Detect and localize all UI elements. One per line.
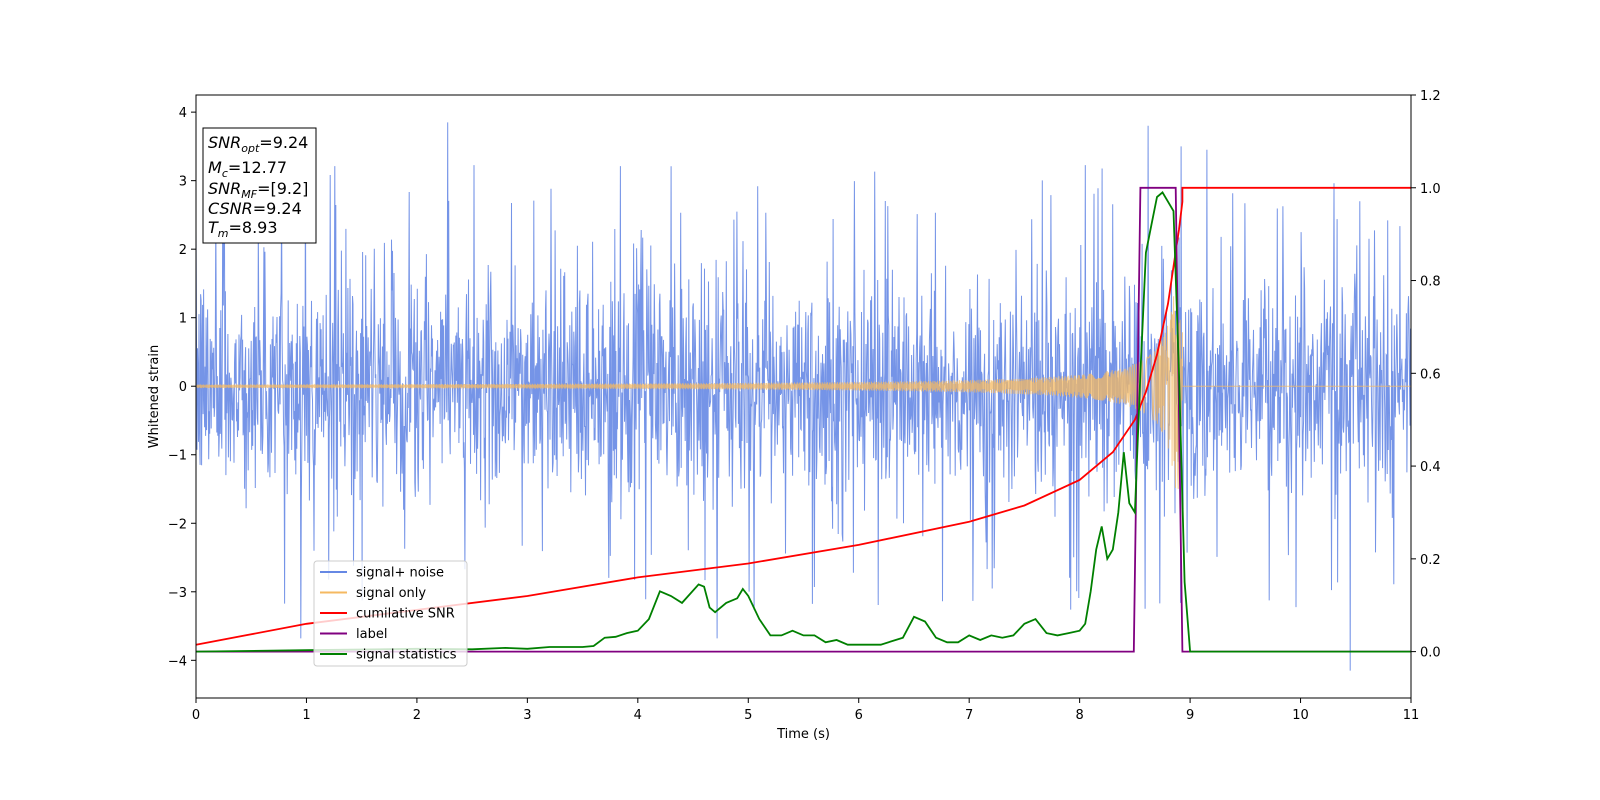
- info-line: SNRMF=[9.2]: [208, 179, 308, 201]
- x-tick-label: 8: [1075, 708, 1083, 723]
- info-line: CSNR=9.24: [208, 199, 302, 218]
- info-line: Tm=8.93: [208, 218, 278, 240]
- info-line: Mc=12.77: [208, 158, 287, 180]
- x-tick-label: 0: [192, 708, 200, 723]
- y-tick-label: 3: [179, 175, 187, 190]
- signal-noise-series: [195, 122, 1412, 671]
- x-tick-label: 11: [1403, 708, 1420, 723]
- info-line: SNRopt=9.24: [208, 133, 308, 155]
- signal-only-series: [195, 296, 1411, 489]
- signal-statistics-line: [195, 191, 1411, 653]
- info-box-frame: [202, 127, 317, 244]
- y2-tick-label: 0.8: [1420, 275, 1441, 290]
- y2-tick-label: 1.2: [1420, 89, 1441, 104]
- y-axis-label: Whitened strain: [147, 345, 162, 448]
- y-axis-right: 0.0 0.2 0.4 0.6 0.8 1.0 1.2: [1411, 89, 1441, 661]
- signal-noise-line: [195, 122, 1412, 671]
- y2-tick-label: 0.2: [1420, 553, 1441, 568]
- x-tick-label: 9: [1186, 708, 1194, 723]
- x-tick-label: 10: [1292, 708, 1309, 723]
- x-tick-label: 3: [523, 708, 531, 723]
- y-tick-label: −2: [168, 517, 187, 532]
- x-axis: 0 1 2 3 4 5 6 7 8 9 10 11: [192, 698, 1419, 723]
- cumulative-snr-line: [195, 186, 1411, 646]
- x-tick-label: 1: [302, 708, 310, 723]
- x-tick-label: 4: [634, 708, 642, 723]
- legend-frame: [313, 560, 468, 667]
- x-tick-label: 7: [965, 708, 973, 723]
- right-axis-series: [195, 186, 1411, 653]
- y-tick-label: −4: [168, 654, 187, 669]
- legend-label: signal only: [356, 586, 426, 601]
- legend-label: cumilative SNR: [356, 607, 455, 622]
- x-tick-label: 2: [413, 708, 421, 723]
- y2-tick-label: 0.6: [1420, 367, 1441, 382]
- y2-tick-label: 1.0: [1420, 182, 1441, 197]
- y-tick-label: 0: [179, 380, 187, 395]
- y2-tick-label: 0.0: [1420, 646, 1441, 661]
- y-axis-left: −4 −3 −2 −1 0 1 2 3 4: [168, 106, 196, 669]
- y2-tick-label: 0.4: [1420, 460, 1441, 475]
- x-axis-label: Time (s): [776, 727, 830, 742]
- y-tick-label: −1: [168, 449, 187, 464]
- y-tick-label: 1: [179, 312, 187, 327]
- x-tick-label: 6: [855, 708, 863, 723]
- legend-label: label: [356, 627, 387, 642]
- signal-only-line: [195, 296, 1411, 489]
- y-tick-label: 4: [179, 106, 187, 121]
- y-tick-label: −3: [168, 586, 187, 601]
- plot-frame: [195, 94, 1412, 699]
- legend-label: signal statistics: [356, 648, 457, 663]
- y-tick-label: 2: [179, 243, 187, 258]
- legend: signal+ noise signal only cumilative SNR la…: [313, 560, 468, 667]
- x-tick-label: 5: [744, 708, 752, 723]
- legend-label: signal+ noise: [356, 566, 444, 581]
- parameter-info-box: SNRopt=9.24 Mc=12.77SNRMF=[9.2]CSNR=9.24T…: [202, 127, 317, 244]
